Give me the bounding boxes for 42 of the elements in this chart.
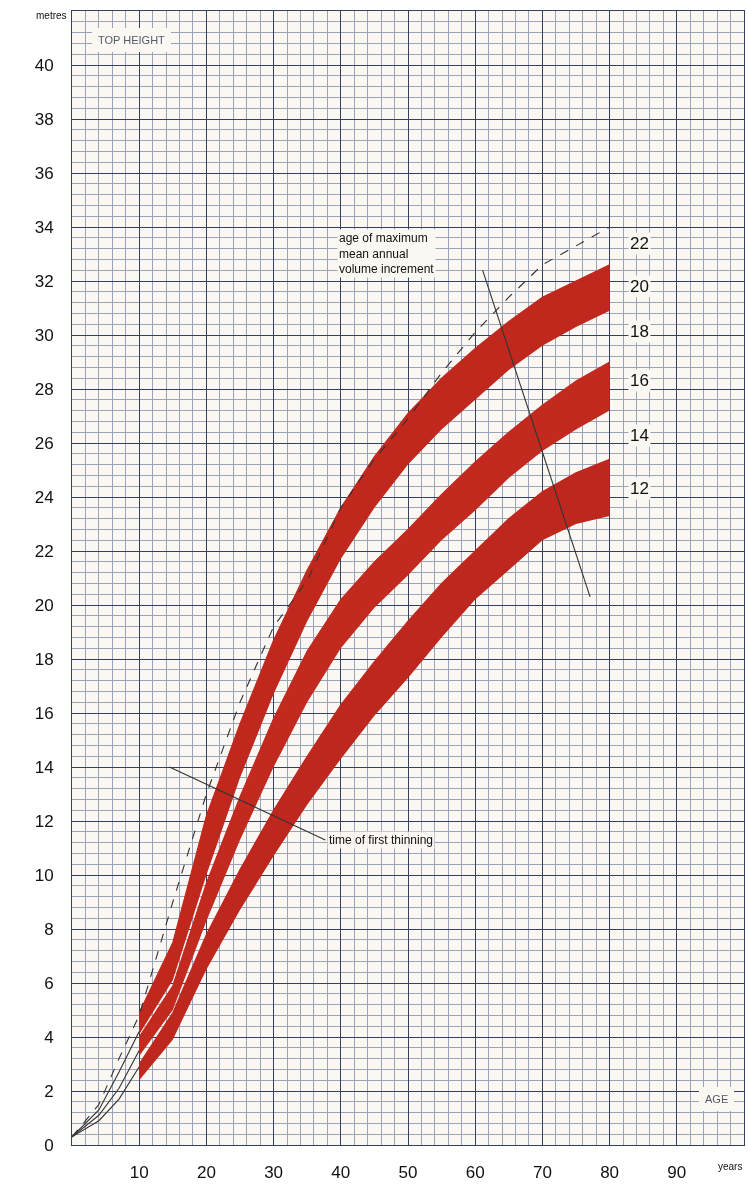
y-tick-label: 32 bbox=[34, 271, 54, 291]
annotation: time of first thinning bbox=[329, 833, 434, 847]
y-tick-label: 16 bbox=[34, 703, 54, 723]
y-tick-label: 20 bbox=[34, 595, 54, 615]
x-tick-label: 60 bbox=[465, 1163, 485, 1183]
y-tick-label: 4 bbox=[44, 1027, 54, 1047]
x-tick-label: 20 bbox=[196, 1163, 216, 1183]
y-tick-label: 36 bbox=[34, 163, 54, 183]
x-tick-label: 10 bbox=[129, 1163, 149, 1183]
y-tick-label: 6 bbox=[44, 973, 54, 993]
y-tick-label: 14 bbox=[34, 757, 54, 777]
annotation: 18 bbox=[630, 322, 649, 341]
y-tick-label: 38 bbox=[34, 109, 54, 129]
y-tick-label: 0 bbox=[44, 1135, 54, 1155]
annotation: 14 bbox=[630, 426, 649, 445]
x-tick-label: 80 bbox=[600, 1163, 620, 1183]
y-tick-label: 8 bbox=[44, 919, 54, 939]
x-tick-label: 40 bbox=[331, 1163, 351, 1183]
y-tick-label: 12 bbox=[34, 811, 54, 831]
y-tick-label: 10 bbox=[34, 865, 54, 885]
x-tick-label: 90 bbox=[667, 1163, 687, 1183]
annotation: 20 bbox=[630, 277, 649, 296]
y-axis-title: metres bbox=[36, 10, 67, 21]
annotation: 16 bbox=[630, 371, 649, 390]
annotation: age of maximum mean annual volume increment bbox=[339, 231, 435, 277]
x-tick-label: 50 bbox=[398, 1163, 418, 1183]
y-tick-label: 2 bbox=[44, 1081, 54, 1101]
x-tick-label: 30 bbox=[264, 1163, 284, 1183]
y-tick-label: 28 bbox=[34, 379, 54, 399]
y-tick-label: 24 bbox=[34, 487, 54, 507]
annotation: TOP HEIGHT bbox=[98, 34, 166, 46]
y-tick-label: 30 bbox=[34, 325, 54, 345]
x-tick-label: 70 bbox=[532, 1163, 552, 1183]
y-tick-label: 26 bbox=[34, 433, 54, 453]
annotation: AGE bbox=[705, 1093, 729, 1105]
y-tick-label: 22 bbox=[34, 541, 54, 561]
y-tick-label: 34 bbox=[34, 217, 54, 237]
y-tick-label: 18 bbox=[34, 649, 54, 669]
annotation: 12 bbox=[630, 479, 649, 498]
annotation: 22 bbox=[630, 234, 649, 253]
y-tick-label: 40 bbox=[34, 55, 54, 75]
x-axis-title: years bbox=[718, 1161, 743, 1172]
